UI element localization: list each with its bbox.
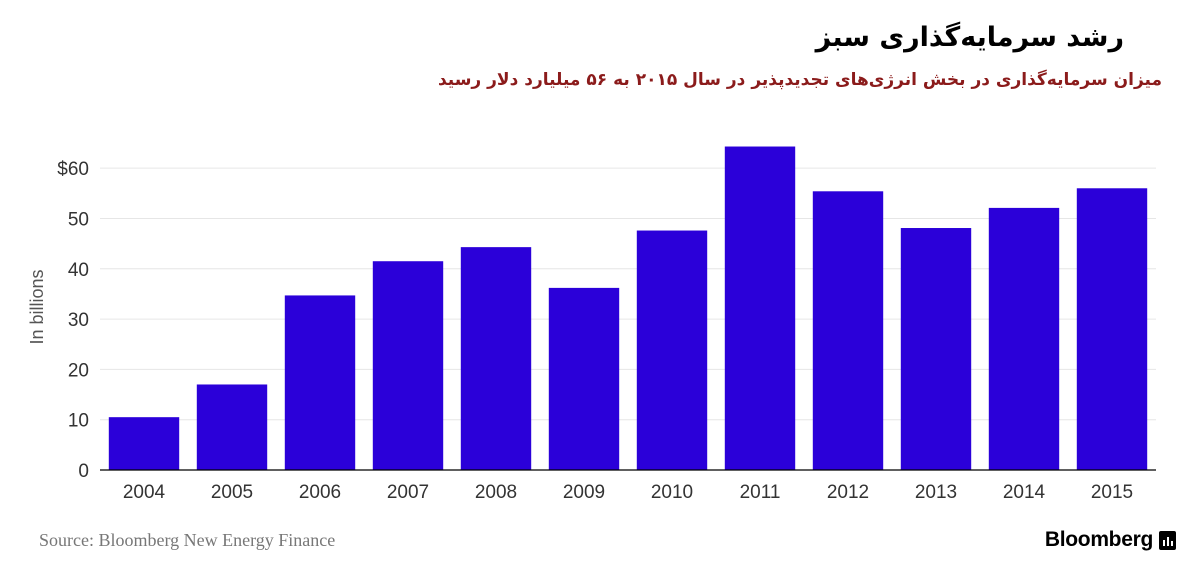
x-tick-label: 2006 (299, 482, 341, 503)
y-axis-label: In billions (27, 269, 47, 344)
x-tick-label: 2004 (123, 482, 166, 503)
bar-2015 (1076, 188, 1148, 470)
bar-chart: 0 10 20 30 40 50 $60 2004 2005 2006 2007 2008 2009 2… (27, 146, 1156, 503)
bar-2004 (108, 417, 180, 470)
bloomberg-chart-icon (1159, 530, 1176, 550)
x-tick-label: 2015 (1091, 482, 1133, 503)
y-tick-label: 50 (68, 209, 89, 230)
x-tick-label: 2012 (827, 482, 869, 503)
bar-2014 (988, 207, 1060, 471)
bar-2010 (636, 230, 708, 470)
y-tick-label: 10 (68, 411, 89, 432)
bloomberg-logo: Bloomberg (1045, 528, 1176, 552)
y-tick-label: 20 (68, 360, 89, 381)
x-tick-label: 2009 (563, 482, 605, 503)
chart-subtitle: میزان سرمایه‌گذاری در بخش انرژی‌های تجدی… (437, 70, 1162, 90)
bar-2005 (196, 384, 268, 470)
bar-2008 (460, 247, 532, 470)
bar-2009 (548, 287, 620, 470)
x-tick-label: 2005 (211, 482, 253, 503)
bar-2006 (284, 295, 356, 470)
brand-name: Bloomberg (1044, 528, 1153, 551)
chart-title: رشد سرمایه‌گذاری سبز (815, 22, 1124, 53)
x-tick-label: 2010 (651, 482, 693, 503)
bar-2007 (372, 261, 444, 470)
bar-2011 (724, 146, 796, 470)
x-tick-label: 2013 (915, 482, 957, 503)
source-note: Source: Bloomberg New Energy Finance (39, 530, 336, 550)
x-tick-label: 2014 (1003, 482, 1046, 503)
x-tick-label: 2011 (740, 482, 781, 503)
y-tick-label: 0 (78, 461, 89, 482)
y-tick-label: 30 (68, 310, 89, 331)
x-tick-label: 2008 (475, 482, 517, 503)
bar-2012 (812, 191, 884, 470)
bar-2013 (900, 228, 972, 470)
y-tick-label: 40 (68, 260, 89, 281)
x-tick-label: 2007 (387, 482, 429, 503)
y-tick-label: $60 (57, 159, 89, 180)
